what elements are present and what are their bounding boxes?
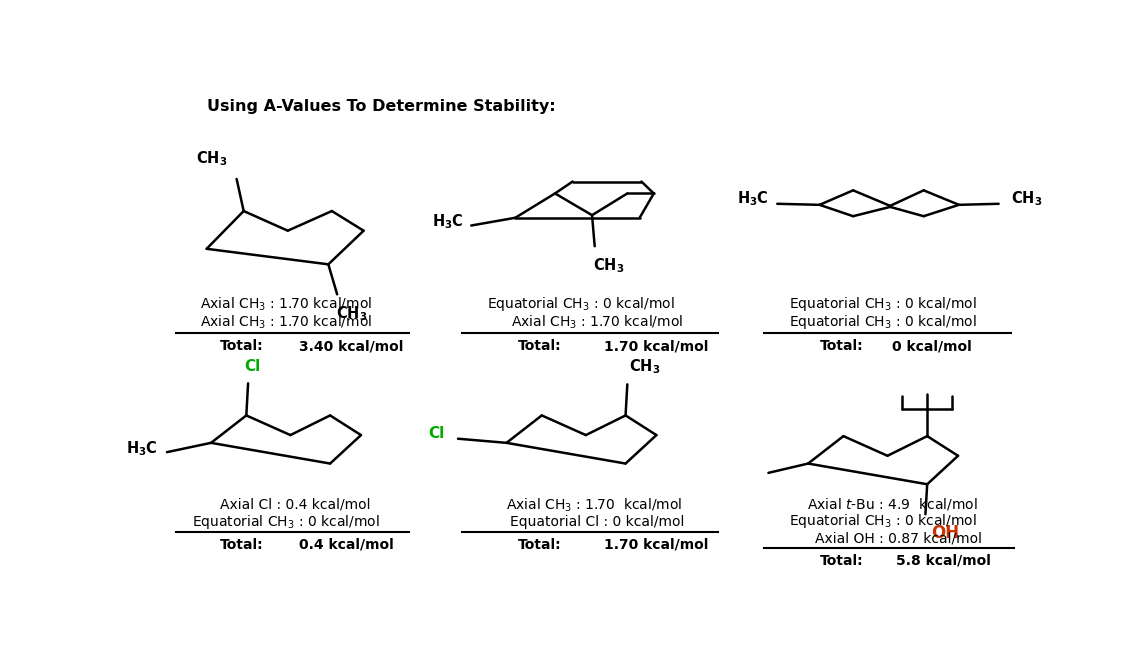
Text: Cl: Cl [245, 359, 261, 374]
Text: Using A-Values To Determine Stability:: Using A-Values To Determine Stability: [207, 99, 555, 114]
Text: $\mathbf{CH_3}$: $\mathbf{CH_3}$ [336, 304, 366, 323]
Text: $\mathbf{H_3C}$: $\mathbf{H_3C}$ [126, 439, 158, 458]
Text: $\mathbf{CH_3}$: $\mathbf{CH_3}$ [593, 257, 625, 276]
Text: Axial Cl : 0.4 kcal/mol: Axial Cl : 0.4 kcal/mol [220, 498, 370, 512]
Text: $\mathbf{CH_3}$: $\mathbf{CH_3}$ [1011, 190, 1042, 208]
Text: Total:: Total: [819, 339, 864, 353]
Text: Equatorial $\mathregular{CH_3}$ : 0 kcal/mol: Equatorial $\mathregular{CH_3}$ : 0 kcal… [789, 313, 978, 331]
Text: Total:: Total: [819, 554, 864, 568]
Text: OH: OH [931, 523, 959, 542]
Text: Equatorial Cl : 0 kcal/mol: Equatorial Cl : 0 kcal/mol [510, 515, 685, 529]
Text: Total:: Total: [518, 339, 561, 353]
Text: Equatorial $\mathregular{CH_3}$ : 0 kcal/mol: Equatorial $\mathregular{CH_3}$ : 0 kcal… [789, 513, 978, 530]
Text: Axial $\mathregular{CH_3}$ : 1.70 kcal/mol: Axial $\mathregular{CH_3}$ : 1.70 kcal/m… [200, 314, 372, 331]
Text: Cl: Cl [429, 426, 445, 441]
Text: Axial $\mathregular{CH_3}$ : 1.70 kcal/mol: Axial $\mathregular{CH_3}$ : 1.70 kcal/m… [200, 296, 372, 313]
Text: Total:: Total: [220, 339, 264, 353]
Text: 1.70 kcal/mol: 1.70 kcal/mol [603, 339, 708, 353]
Text: Axial $\mathit{t}$-Bu : 4.9  kcal/mol: Axial $\mathit{t}$-Bu : 4.9 kcal/mol [807, 496, 978, 512]
Text: Axial $\mathregular{CH_3}$ : 1.70  kcal/mol: Axial $\mathregular{CH_3}$ : 1.70 kcal/m… [506, 496, 683, 513]
Text: $\mathbf{CH_3}$: $\mathbf{CH_3}$ [196, 149, 228, 167]
Text: 0 kcal/mol: 0 kcal/mol [892, 339, 972, 353]
Text: Equatorial $\mathregular{CH_3}$ : 0 kcal/mol: Equatorial $\mathregular{CH_3}$ : 0 kcal… [789, 295, 978, 313]
Text: 5.8 kcal/mol: 5.8 kcal/mol [897, 554, 991, 568]
Text: Total:: Total: [220, 538, 264, 552]
Text: 1.70 kcal/mol: 1.70 kcal/mol [603, 538, 708, 552]
Text: Equatorial $\mathregular{CH_3}$ : 0 kcal/mol: Equatorial $\mathregular{CH_3}$ : 0 kcal… [487, 295, 676, 313]
Text: $\mathbf{CH_3}$: $\mathbf{CH_3}$ [629, 358, 661, 376]
Text: Axial $\mathregular{CH_3}$ : 1.70 kcal/mol: Axial $\mathregular{CH_3}$ : 1.70 kcal/m… [511, 314, 684, 331]
Text: Total:: Total: [518, 538, 561, 552]
Text: $\mathbf{H_3C}$: $\mathbf{H_3C}$ [736, 190, 768, 208]
Text: 3.40 kcal/mol: 3.40 kcal/mol [299, 339, 404, 353]
Text: Equatorial $\mathregular{CH_3}$ : 0 kcal/mol: Equatorial $\mathregular{CH_3}$ : 0 kcal… [192, 513, 380, 531]
Text: Axial OH : 0.87 kcal/mol: Axial OH : 0.87 kcal/mol [816, 532, 982, 546]
Text: 0.4 kcal/mol: 0.4 kcal/mol [299, 538, 394, 552]
Text: $\mathbf{H_3C}$: $\mathbf{H_3C}$ [432, 212, 464, 230]
